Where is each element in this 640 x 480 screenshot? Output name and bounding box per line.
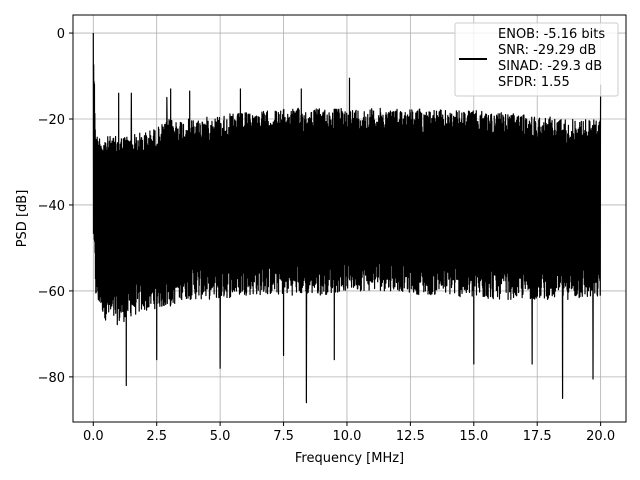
y-axis-ticks: 0 −20 −40 −60 −80 (38, 27, 73, 386)
x-axis-label: Frequency [MHz] (295, 451, 404, 466)
x-tick-label: 7.5 (273, 429, 294, 444)
psd-series (92, 33, 602, 404)
x-axis-ticks: 0.0 2.5 5.0 7.5 10.0 12.5 15.0 17.5 20.0 (83, 422, 615, 444)
psd-line (92, 33, 602, 404)
legend-sinad: SINAD: -29.3 dB (498, 59, 602, 74)
y-axis-label: PSD [dB] (15, 190, 30, 248)
legend: ENOB: -5.16 bits SNR: -29.29 dB SINAD: -… (454, 22, 619, 97)
x-tick-label: 17.5 (523, 429, 552, 444)
legend-enob: ENOB: -5.16 bits (498, 27, 605, 42)
legend-snr: SNR: -29.29 dB (498, 43, 596, 58)
y-tick-label: 0 (57, 27, 65, 42)
y-tick-label: −40 (38, 199, 65, 214)
x-tick-label: 15.0 (459, 429, 488, 444)
y-tick-label: −80 (38, 371, 65, 386)
x-tick-label: 12.5 (396, 429, 425, 444)
x-tick-label: 2.5 (146, 429, 167, 444)
x-tick-label: 5.0 (210, 429, 231, 444)
y-tick-label: −20 (38, 113, 65, 128)
x-tick-label: 0.0 (83, 429, 104, 444)
y-tick-label: −60 (38, 285, 65, 300)
x-tick-label: 20.0 (586, 429, 615, 444)
x-tick-label: 10.0 (332, 429, 361, 444)
legend-box (454, 22, 619, 97)
legend-sfdr: SFDR: 1.55 (498, 75, 570, 90)
plot-frame (72, 14, 627, 423)
